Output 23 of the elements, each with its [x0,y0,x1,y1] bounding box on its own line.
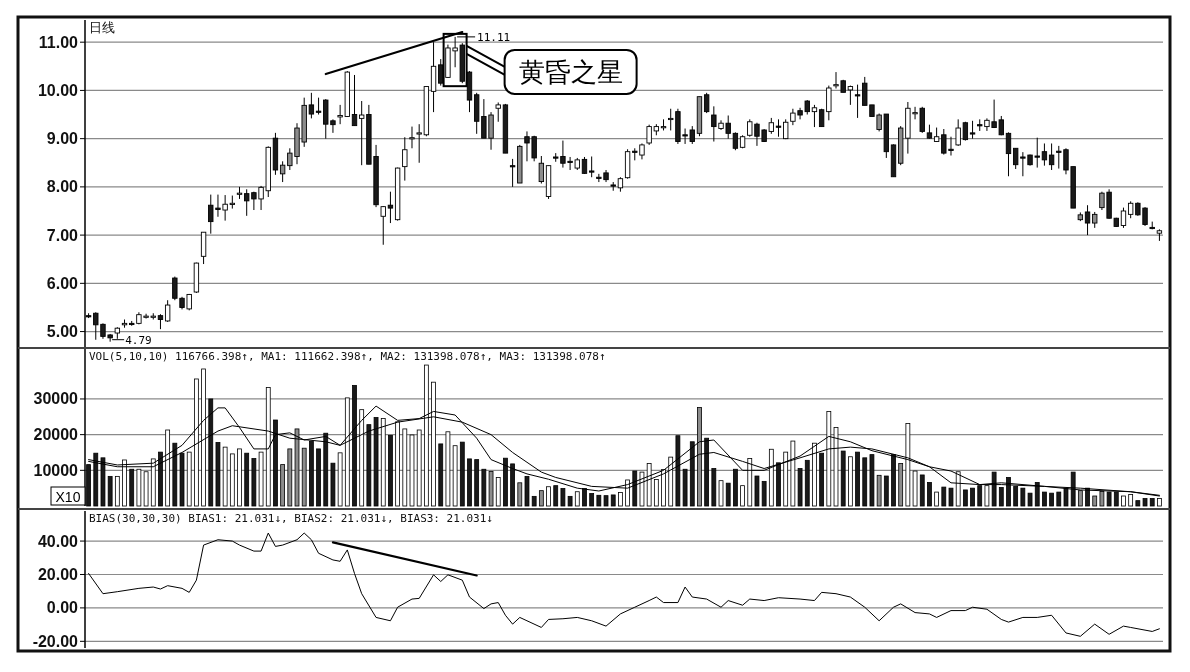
y-tick-label: 40.00 [37,532,79,550]
y-tick-label: 20.00 [37,565,79,583]
y-tick-label: 6.00 [46,274,79,292]
chart-title: 日线 [89,20,115,35]
y-tick-label: 8.00 [46,178,79,196]
y-tick-label: 0.00 [46,599,79,617]
y-tick-label: 11.00 [38,33,79,51]
y-tick-label: 10000 [33,461,79,479]
chart-title: BIAS(30,30,30) BIAS1: 21.031↓, BIAS2: 21.031↓, BIAS3: 21.031↓ [89,512,493,525]
y-tick-label: 10.00 [37,81,79,99]
high-label: 11.11 [456,30,511,44]
chart-title: VOL(5,10,10) 116766.398↑, MA1: 111662.398↑, MA2: 131398.078↑, MA3: 131398.078↑ [89,350,606,363]
y-tick-label: -20.00 [32,632,79,650]
y-tick-label: 9.00 [46,130,79,148]
annotation: 11.11 [477,30,511,44]
y-tick-label: 30000 [33,390,79,408]
scale-box: X10 [50,486,86,506]
y-tick-label: 7.00 [46,226,79,244]
annotation: 黄昏之星 [518,56,623,87]
y-tick-label: 20000 [33,426,79,444]
annotation: 4.79 [125,333,152,347]
y-tick-label: 5.00 [46,323,79,341]
low-label: 4.79 [111,333,152,347]
